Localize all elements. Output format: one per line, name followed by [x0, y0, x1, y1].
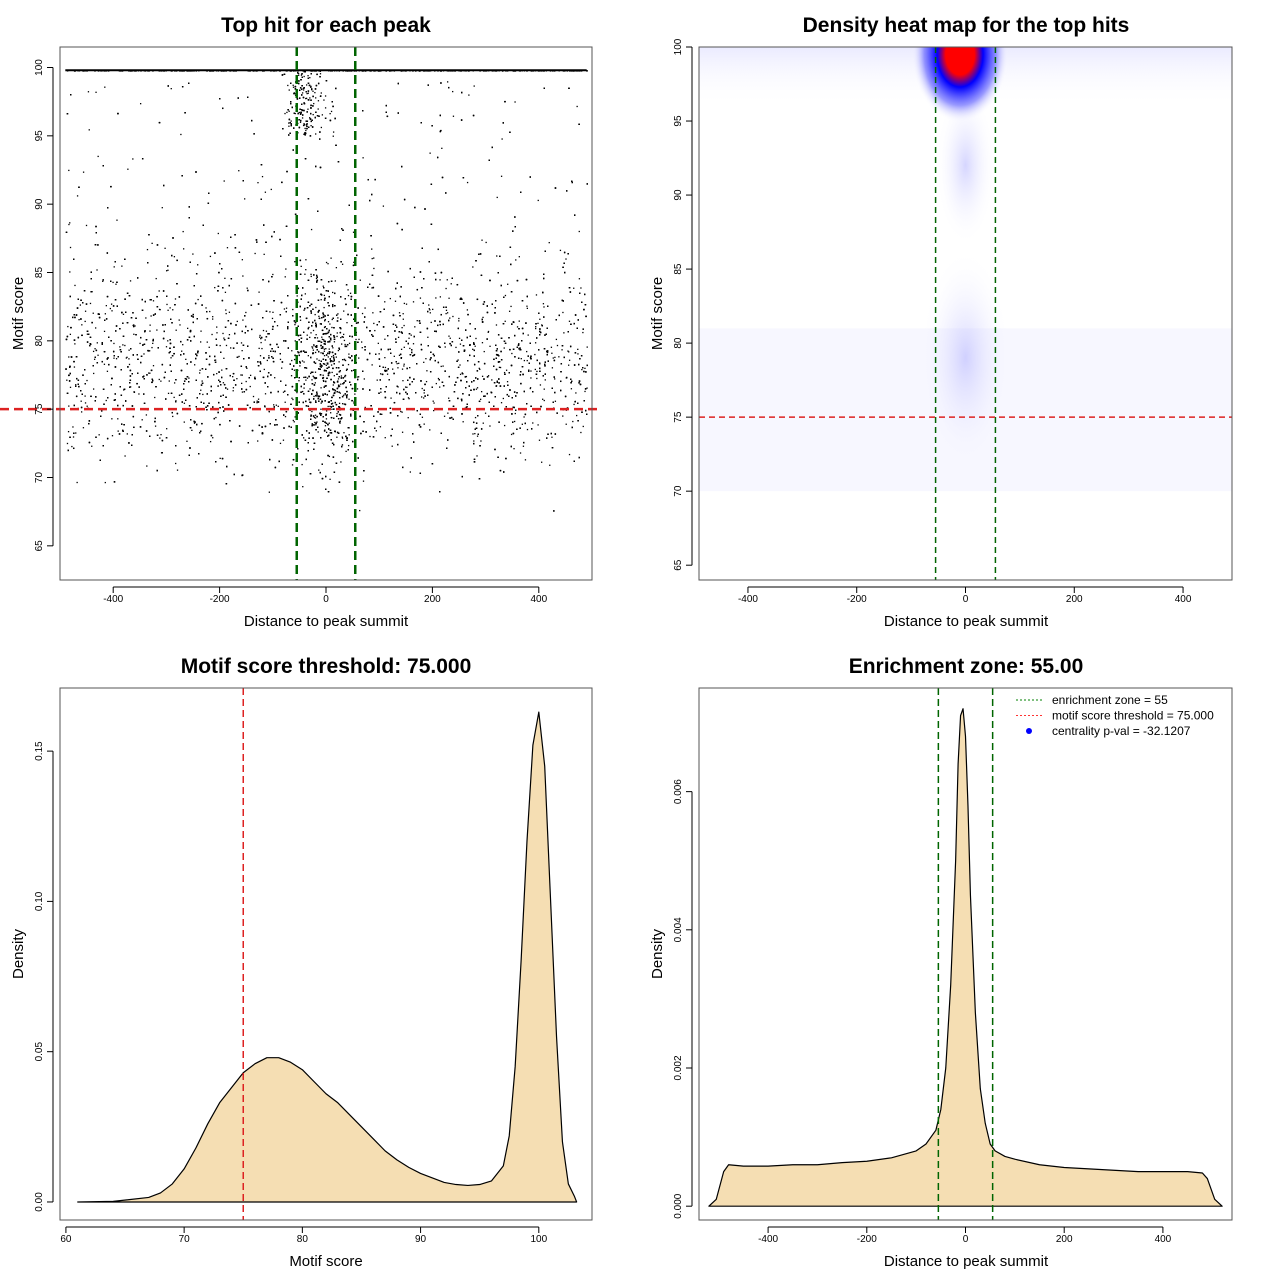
- x-axis-label: Motif score: [289, 1253, 362, 1270]
- y-tick-label: 0.002: [673, 1055, 684, 1080]
- y-axis: 65 70 75 80 85 90 95 100: [34, 59, 54, 552]
- y-tick-label: 90: [673, 189, 684, 201]
- heatmap-panel: Density heat map for the top hits Distanc…: [649, 14, 1233, 630]
- x-tick-label: 70: [179, 1234, 191, 1245]
- x-axis: -400 -200 0 200 400: [103, 586, 548, 605]
- y-tick-label: 0.000: [673, 1193, 684, 1218]
- x-tick-label: 60: [60, 1234, 72, 1245]
- plot-frame: [59, 687, 593, 1221]
- x-axis: -400 -200 0 200 400: [738, 586, 1192, 605]
- y-axis: 0.00 0.05 0.10 0.15: [34, 741, 54, 1212]
- y-tick-label: 0.10: [34, 891, 45, 911]
- chart-title: Motif score threshold: 75.000: [181, 655, 472, 678]
- scatter-points: [65, 70, 588, 512]
- legend: enrichment zone = 55 motif score threshol…: [1016, 693, 1214, 738]
- distance-density-panel: Enrichment zone: 55.00 Distance to peak s…: [649, 655, 1233, 1270]
- chart-title: Enrichment zone: 55.00: [849, 655, 1084, 678]
- y-tick-label: 85: [34, 267, 45, 279]
- scatter-panel: Top hit for each peak Distance to peak su…: [0, 14, 602, 630]
- x-tick-label: 200: [424, 594, 441, 605]
- y-tick-label: 65: [673, 559, 684, 571]
- heatmap-surface: [699, 47, 1232, 492]
- chart-title: Density heat map for the top hits: [803, 14, 1130, 37]
- plot-frame: [698, 46, 1233, 581]
- y-tick-label: 75: [673, 411, 684, 423]
- x-tick-label: 400: [530, 594, 547, 605]
- y-axis-label: Density: [10, 928, 27, 979]
- x-tick-label: 90: [415, 1234, 427, 1245]
- chart-title: Top hit for each peak: [221, 14, 431, 37]
- y-tick-label: 0.004: [673, 917, 684, 942]
- x-tick-label: 80: [297, 1234, 309, 1245]
- plot-frame: [59, 46, 593, 581]
- y-tick-label: 100: [673, 38, 684, 55]
- y-tick-label: 95: [34, 130, 45, 142]
- x-axis-label: Distance to peak summit: [884, 613, 1049, 630]
- x-tick-label: -200: [857, 1234, 877, 1245]
- density-area: [708, 708, 1223, 1207]
- x-tick-label: 400: [1175, 594, 1192, 605]
- y-tick-label: 70: [34, 472, 45, 484]
- y-tick-label: 100: [34, 59, 45, 76]
- y-tick-label: 0.006: [673, 779, 684, 804]
- y-axis-label: Density: [649, 928, 666, 979]
- y-tick-label: 95: [673, 115, 684, 127]
- legend-point-icon: [1026, 728, 1032, 734]
- y-axis: 65 70 75 80 85 90 95 100: [673, 38, 693, 571]
- x-tick-label: 200: [1056, 1234, 1073, 1245]
- y-tick-label: 70: [673, 485, 684, 497]
- x-tick-label: -400: [738, 594, 758, 605]
- y-axis-label: Motif score: [10, 277, 27, 350]
- legend-entry-label: motif score threshold = 75.000: [1052, 709, 1214, 723]
- x-axis: -400 -200 0 200 400: [758, 1226, 1172, 1245]
- x-tick-label: 0: [963, 594, 969, 605]
- x-axis-label: Distance to peak summit: [884, 1253, 1049, 1270]
- x-tick-label: 400: [1155, 1234, 1172, 1245]
- x-tick-label: 0: [963, 1234, 969, 1245]
- y-tick-label: 0.15: [34, 741, 45, 761]
- y-tick-label: 85: [673, 263, 684, 275]
- plot-frame: [698, 687, 1233, 1221]
- x-tick-label: 100: [530, 1234, 547, 1245]
- y-tick-label: 0.00: [34, 1192, 45, 1212]
- x-tick-label: -400: [758, 1234, 778, 1245]
- y-tick-label: 90: [34, 198, 45, 210]
- x-tick-label: 200: [1066, 594, 1083, 605]
- legend-entry-label: enrichment zone = 55: [1052, 693, 1168, 707]
- x-tick-label: 0: [323, 594, 329, 605]
- legend-entry-label: centrality p-val = -32.1207: [1052, 724, 1191, 738]
- density-area: [77, 711, 578, 1203]
- y-tick-label: 80: [673, 337, 684, 349]
- x-tick-label: -200: [847, 594, 867, 605]
- density-hotspot: [912, 47, 1009, 123]
- y-tick-label: 75: [34, 403, 45, 415]
- y-axis: 0.000 0.002 0.004 0.006: [673, 779, 693, 1219]
- motif-score-density-panel: Motif score threshold: 75.000 Motif score…: [10, 655, 593, 1270]
- density-column: [935, 85, 996, 246]
- y-axis-label: Motif score: [649, 277, 666, 350]
- y-tick-label: 0.05: [34, 1042, 45, 1062]
- y-tick-label: 80: [34, 335, 45, 347]
- x-axis: 60 70 80 90 100: [60, 1226, 548, 1245]
- x-axis-label: Distance to peak summit: [244, 613, 409, 630]
- x-tick-label: -200: [210, 594, 230, 605]
- secondary-density: [920, 247, 1011, 468]
- x-tick-label: -400: [103, 594, 123, 605]
- y-tick-label: 65: [34, 540, 45, 552]
